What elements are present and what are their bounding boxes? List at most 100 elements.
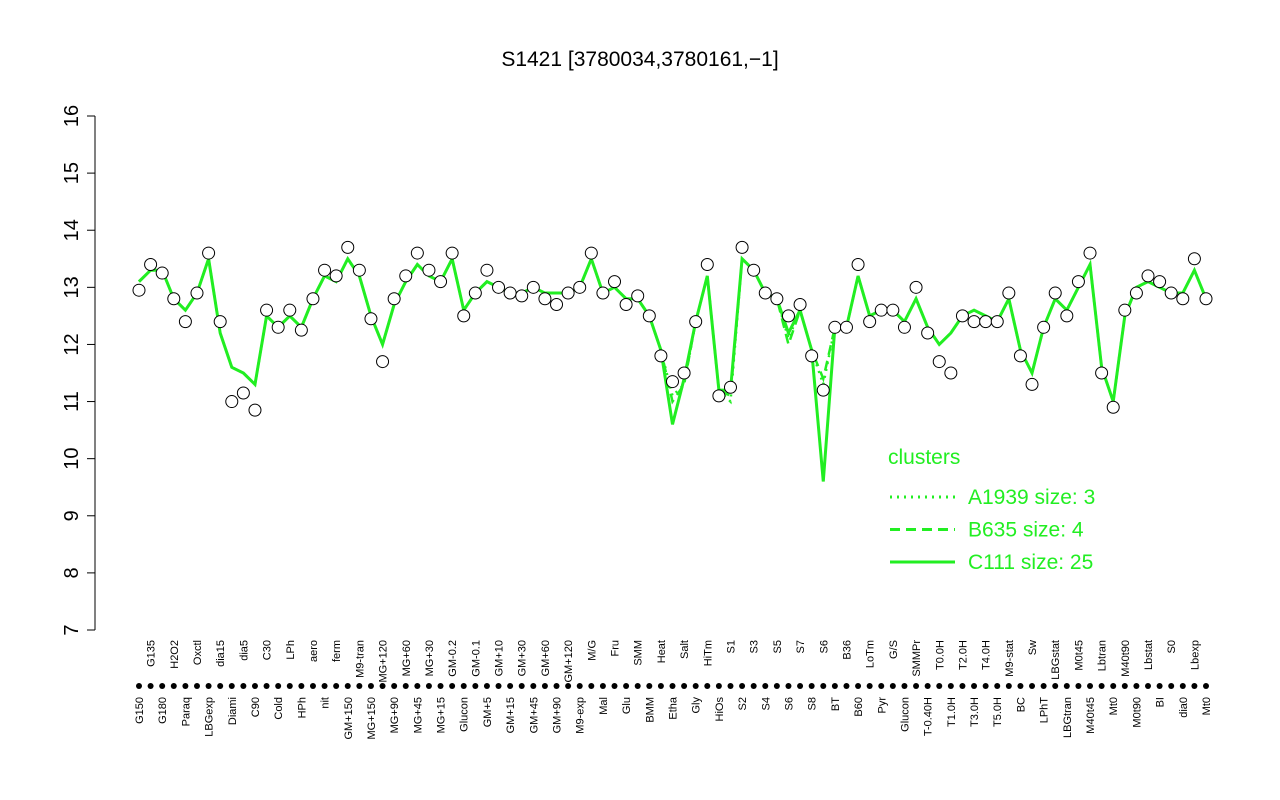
data-point bbox=[178, 315, 192, 329]
x-tick-label: T2.0H bbox=[957, 640, 969, 670]
x-tick bbox=[414, 683, 421, 689]
data-point bbox=[573, 280, 587, 294]
x-tick-label: LBGexp bbox=[204, 697, 216, 737]
data-point bbox=[248, 403, 262, 417]
y-tick-label: 15 bbox=[61, 162, 83, 184]
x-tick bbox=[576, 683, 583, 689]
x-tick bbox=[1203, 683, 1209, 689]
data-point bbox=[723, 380, 737, 394]
x-tick bbox=[1191, 683, 1198, 689]
x-tick bbox=[831, 683, 838, 689]
x-tick-label: B60 bbox=[853, 697, 865, 717]
x-tick-label: MG+60 bbox=[401, 640, 413, 676]
x-tick bbox=[820, 683, 827, 689]
data-point bbox=[468, 286, 482, 300]
data-point bbox=[306, 292, 320, 306]
x-tick-label: HPh bbox=[296, 697, 308, 718]
data-point bbox=[1187, 252, 1201, 266]
x-tick bbox=[739, 683, 746, 689]
x-tick bbox=[205, 683, 212, 689]
x-tick bbox=[1098, 683, 1105, 689]
x-tick-label: Sw bbox=[1027, 640, 1039, 655]
x-tick-label: S6 bbox=[783, 697, 795, 710]
data-point bbox=[619, 297, 633, 311]
x-tick bbox=[1145, 683, 1152, 689]
x-tick bbox=[286, 683, 293, 689]
data-point bbox=[654, 349, 668, 363]
data-point bbox=[492, 280, 506, 294]
x-tick-label: S1 bbox=[725, 640, 737, 653]
x-tick bbox=[924, 683, 931, 689]
data-point bbox=[1095, 366, 1109, 380]
data-point bbox=[1048, 286, 1062, 300]
x-tick-label: MG+30 bbox=[424, 640, 436, 676]
data-point bbox=[770, 292, 784, 306]
x-tick bbox=[1156, 683, 1163, 689]
data-point bbox=[816, 383, 830, 397]
x-tick-label: Pyr bbox=[876, 697, 888, 714]
data-point bbox=[990, 315, 1004, 329]
x-tick bbox=[565, 683, 572, 689]
x-tick-label: LPhT bbox=[1039, 697, 1051, 724]
x-tick-label: MG+45 bbox=[412, 697, 424, 733]
x-tick bbox=[309, 683, 316, 689]
x-tick-label: T-0.40H bbox=[923, 697, 935, 736]
data-point bbox=[526, 280, 540, 294]
x-tick-label: Glucon bbox=[899, 697, 911, 732]
x-tick bbox=[275, 683, 282, 689]
x-tick-label: M9-stat bbox=[1004, 640, 1016, 677]
data-point bbox=[642, 309, 656, 323]
x-tick-label: Glu bbox=[621, 697, 633, 714]
data-point bbox=[364, 312, 378, 326]
data-point bbox=[260, 303, 274, 317]
y-tick-label: 14 bbox=[61, 219, 83, 241]
data-point bbox=[1118, 303, 1132, 317]
data-point bbox=[747, 263, 761, 277]
data-point bbox=[897, 320, 911, 334]
x-tick-label: Glucon bbox=[459, 697, 471, 732]
y-tick-label: 12 bbox=[61, 333, 83, 355]
x-tick-label: Lbstat bbox=[1143, 640, 1155, 670]
x-tick-label: GM+10 bbox=[494, 640, 506, 676]
x-tick bbox=[692, 683, 699, 689]
x-tick-label: Salt bbox=[679, 640, 691, 659]
x-tick bbox=[402, 683, 409, 689]
data-point bbox=[631, 289, 645, 303]
x-tick bbox=[1029, 683, 1036, 689]
y-tick-label: 8 bbox=[61, 567, 83, 578]
x-tick bbox=[391, 683, 398, 689]
x-tick bbox=[240, 683, 247, 689]
x-tick-label: GM+45 bbox=[528, 697, 540, 733]
x-tick-label: T0.0H bbox=[934, 640, 946, 670]
data-point bbox=[677, 366, 691, 380]
data-point bbox=[225, 395, 239, 409]
data-point bbox=[480, 263, 494, 277]
x-tick bbox=[889, 683, 896, 689]
x-tick bbox=[437, 683, 444, 689]
data-point bbox=[410, 246, 424, 260]
chart-title: S1421 [3780034,3780161,−1] bbox=[501, 48, 778, 71]
data-point bbox=[155, 266, 169, 280]
x-tick bbox=[982, 683, 989, 689]
x-tick-label: S8 bbox=[807, 697, 819, 710]
x-tick-label: GM+60 bbox=[540, 640, 552, 676]
x-tick-label: GM+150 bbox=[343, 697, 355, 740]
x-tick-label: MG+90 bbox=[389, 697, 401, 733]
x-tick bbox=[495, 683, 502, 689]
y-tick-label: 16 bbox=[61, 105, 83, 127]
x-tick-label: HiOs bbox=[714, 697, 726, 722]
x-tick-label: LBGtran bbox=[1062, 697, 1074, 738]
y-tick-label: 9 bbox=[61, 510, 83, 521]
x-tick-label: Paraq bbox=[180, 697, 192, 726]
x-tick-label: BC bbox=[1015, 697, 1027, 712]
x-tick-label: SMM bbox=[633, 640, 645, 666]
x-tick bbox=[1133, 683, 1140, 689]
x-tick bbox=[1168, 683, 1175, 689]
x-tick-label: T4.0H bbox=[981, 640, 993, 670]
data-point bbox=[1106, 400, 1120, 414]
x-tick bbox=[170, 683, 177, 689]
x-tick bbox=[1052, 683, 1059, 689]
y-tick-label: 10 bbox=[61, 448, 83, 470]
x-tick bbox=[1017, 683, 1024, 689]
legend-label: B635 size: 4 bbox=[968, 519, 1084, 542]
